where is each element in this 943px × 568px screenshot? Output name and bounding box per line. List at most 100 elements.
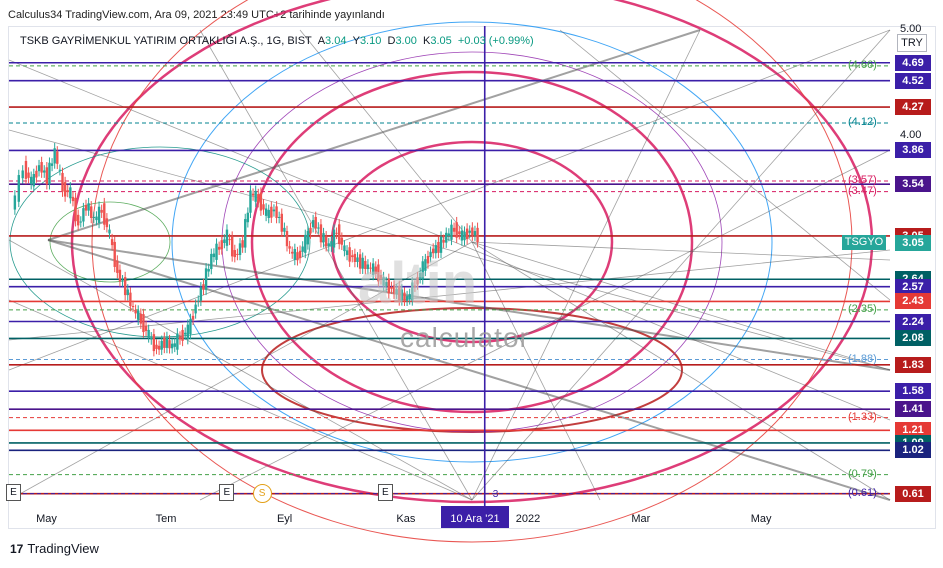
fib-level-label: (4.12) — [848, 115, 877, 128]
candle-body — [439, 236, 443, 253]
candle-body — [382, 277, 385, 286]
candle-body — [405, 296, 409, 301]
gann-arc — [250, 70, 694, 414]
candle-body — [225, 229, 229, 246]
candle-body — [421, 261, 424, 280]
candle-body — [476, 227, 479, 243]
candle-body — [369, 267, 372, 269]
candle-body — [264, 208, 268, 216]
price-level-tag: 3.86 — [895, 142, 931, 159]
candle-body — [139, 313, 143, 324]
fib-level-label: (3.47) — [848, 184, 877, 197]
fan-line — [559, 29, 891, 301]
time-tick-label: Eyl — [276, 513, 293, 525]
candle-body — [463, 231, 466, 241]
candle-body — [100, 209, 103, 213]
low-label: D — [387, 35, 396, 47]
high-value: 3.10 — [359, 35, 382, 47]
candle-body — [173, 343, 176, 347]
candle-body — [395, 289, 398, 294]
candle-body — [254, 190, 257, 202]
time-tick-label: Kas — [396, 513, 416, 525]
candle-body — [283, 227, 286, 232]
time-tick-label: May — [36, 513, 57, 525]
candle-body — [191, 315, 195, 320]
fan-line — [47, 239, 891, 371]
candle-body — [186, 324, 190, 340]
candle-body — [387, 278, 391, 294]
earnings-event-icon[interactable]: E — [5, 484, 21, 501]
chart-area[interactable] — [8, 26, 936, 529]
fan-line — [8, 59, 891, 421]
tradingview-name: TradingView — [27, 541, 99, 556]
candle-body — [110, 239, 114, 246]
fan-line — [471, 241, 601, 501]
candle-body — [131, 306, 135, 308]
candle-body — [319, 224, 323, 243]
earnings-event-icon[interactable]: E — [219, 484, 235, 501]
candle-body — [220, 240, 223, 250]
fan-line — [8, 129, 891, 371]
fan-line — [8, 241, 473, 501]
currency-button[interactable]: TRY — [897, 34, 927, 52]
gann-arc — [171, 21, 773, 463]
candle-body — [63, 182, 67, 197]
split-event-icon[interactable]: S — [252, 484, 272, 503]
candle-body — [275, 206, 278, 218]
candle-body — [309, 227, 312, 234]
price-level-tag: 1.58 — [895, 383, 931, 400]
candle-body — [134, 309, 137, 314]
candle-body — [66, 190, 69, 192]
candle-body — [24, 160, 28, 179]
candle-body — [447, 233, 451, 236]
candle-body — [103, 203, 106, 225]
candle-body — [400, 289, 404, 301]
fan-line — [8, 29, 891, 371]
price-level-tag: 4.69 — [895, 54, 931, 71]
candle-body — [340, 237, 344, 245]
candle-body — [259, 192, 263, 211]
candle-body — [69, 187, 72, 199]
fan-line — [8, 239, 473, 501]
candle-body — [267, 209, 270, 218]
candle-body — [241, 240, 244, 248]
candle-body — [304, 234, 307, 253]
low-value: 3.00 — [395, 35, 417, 47]
candle-body — [317, 227, 320, 229]
candle-body — [429, 251, 432, 258]
price-level-tag: 4.27 — [895, 99, 931, 116]
candle-body — [82, 208, 85, 222]
candle-body — [244, 219, 247, 248]
fib-level-label: (3.57) — [848, 174, 877, 187]
earnings-event-icon[interactable]: E — [377, 484, 393, 501]
candle-body — [322, 233, 325, 243]
candle-body — [207, 269, 210, 272]
symbol-name: TSKB GAYRİMENKUL YATIRIM ORTAKLIĞI A.Ş.,… — [20, 35, 312, 47]
candle-body — [246, 212, 250, 223]
candle-body — [330, 241, 333, 247]
candle-body — [398, 285, 401, 301]
fib-level-label: (2.35) — [848, 302, 877, 315]
candle-body — [366, 264, 370, 270]
candle-body — [50, 163, 54, 166]
candle-body — [473, 231, 477, 236]
candle-body — [40, 162, 43, 173]
candle-body — [390, 287, 393, 289]
candle-body — [298, 250, 302, 259]
candle-body — [311, 220, 315, 228]
candle-body — [76, 214, 80, 226]
candle-body — [79, 221, 82, 223]
candle-body — [251, 193, 255, 196]
time-tick-label: 2022 — [515, 513, 541, 525]
candle-body — [361, 257, 364, 269]
published-caption: Calculus34 TradingView.com, Ara 09, 2021… — [8, 9, 385, 21]
candle-body — [471, 227, 474, 236]
fan-line — [8, 249, 891, 341]
candle-body — [194, 304, 197, 314]
candle-body — [17, 175, 20, 202]
candle-body — [249, 190, 252, 213]
time-tick-label: Tem — [155, 513, 177, 525]
candle-body — [121, 280, 124, 282]
time-tick-label: Mar — [631, 513, 651, 525]
